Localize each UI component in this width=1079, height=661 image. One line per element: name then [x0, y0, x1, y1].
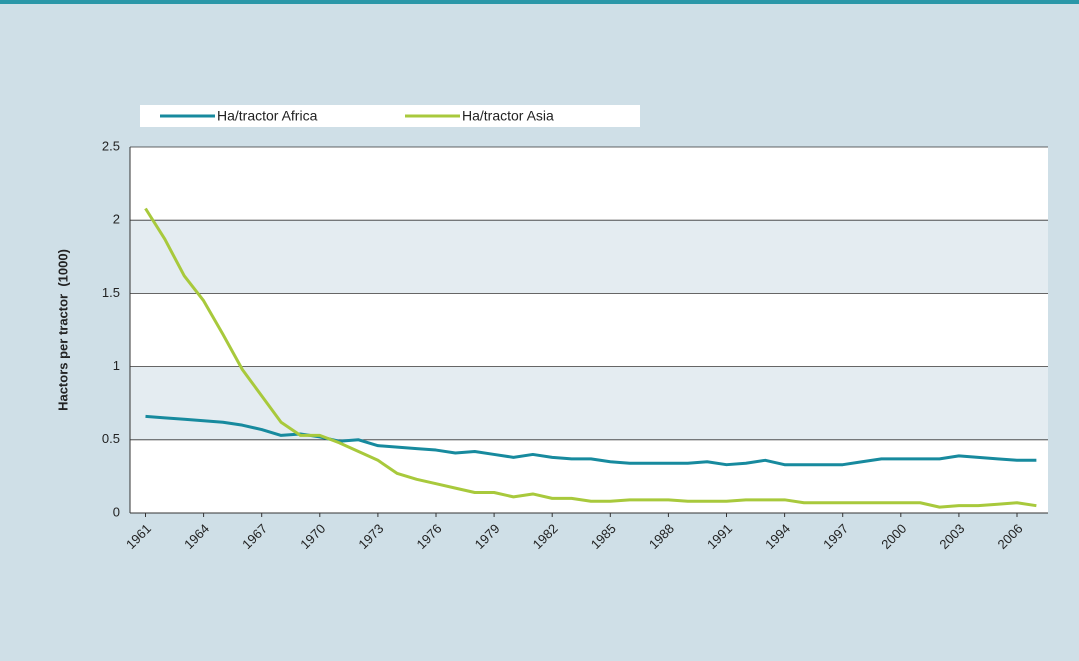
x-tick-label: 1985 [588, 521, 619, 552]
y-tick-label: 0.5 [102, 431, 120, 446]
x-tick-label: 1997 [820, 521, 851, 552]
legend-label: Ha/tractor Asia [462, 108, 554, 124]
x-tick-label: 1979 [472, 521, 503, 552]
x-tick-label: 2000 [878, 521, 909, 552]
data-line [145, 414, 1037, 467]
x-tick-label: 1991 [704, 521, 735, 552]
x-tick-label: 1967 [239, 521, 270, 552]
x-tick-label: 1982 [530, 521, 561, 552]
x-tick-label: 1973 [355, 521, 386, 552]
data-line [144, 207, 1037, 509]
y-axis-label: Hactors per tractor (1000) [55, 249, 70, 411]
x-tick-label: 1970 [297, 521, 328, 552]
plot-band [130, 293, 1048, 367]
x-tick-label: 1988 [646, 521, 677, 552]
x-tick-label: 2003 [936, 521, 967, 552]
y-tick-label: 1.5 [102, 285, 120, 300]
plot-band [130, 147, 1048, 221]
x-tick-label: 1994 [762, 521, 793, 552]
y-tick-label: 2 [113, 212, 120, 227]
legend-label: Ha/tractor Africa [217, 108, 318, 124]
x-tick-label: 1961 [123, 521, 154, 552]
x-tick-label: 1964 [181, 521, 212, 552]
y-tick-label: 0 [113, 504, 120, 519]
legend-box [140, 105, 640, 127]
plot-band [130, 366, 1048, 440]
x-tick-label: 2006 [995, 521, 1026, 552]
plot-band [130, 220, 1048, 294]
top-rule [0, 0, 1079, 4]
x-tick-label: 1976 [413, 521, 444, 552]
y-tick-label: 2.5 [102, 138, 120, 153]
y-tick-label: 1 [113, 358, 120, 373]
